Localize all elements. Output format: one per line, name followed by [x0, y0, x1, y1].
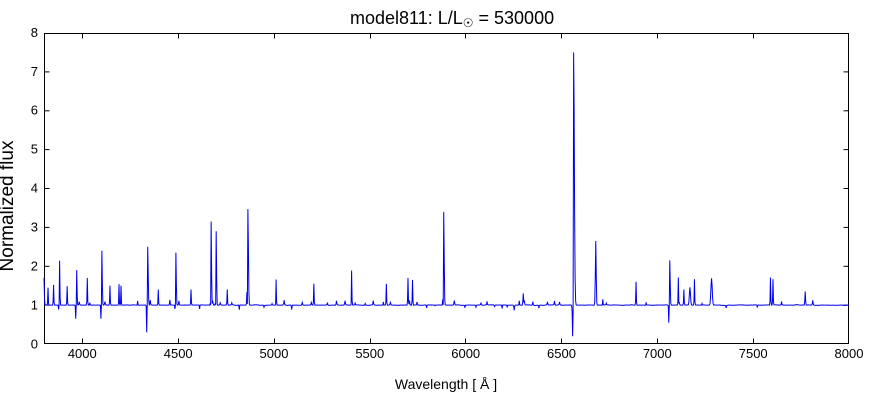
svg-text:Normalized flux: Normalized flux: [0, 140, 18, 271]
svg-text:8: 8: [31, 25, 38, 40]
svg-text:model811: L/L☉ = 530000: model811: L/L☉ = 530000: [350, 8, 554, 30]
svg-text:1: 1: [31, 298, 38, 313]
svg-text:6500: 6500: [547, 346, 576, 361]
svg-text:8000: 8000: [835, 346, 864, 361]
svg-text:5: 5: [31, 142, 38, 157]
svg-text:7000: 7000: [643, 346, 672, 361]
svg-text:7: 7: [31, 64, 38, 79]
svg-text:0: 0: [31, 337, 38, 352]
svg-text:2: 2: [31, 259, 38, 274]
svg-text:5000: 5000: [260, 346, 289, 361]
svg-text:4: 4: [31, 181, 38, 196]
svg-text:4000: 4000: [68, 346, 97, 361]
svg-text:7500: 7500: [739, 346, 768, 361]
svg-text:Wavelength [ Å ]: Wavelength [ Å ]: [395, 376, 497, 392]
svg-text:6: 6: [31, 103, 38, 118]
svg-text:5500: 5500: [355, 346, 384, 361]
svg-text:4500: 4500: [164, 346, 193, 361]
svg-text:6000: 6000: [451, 346, 480, 361]
svg-text:3: 3: [31, 220, 38, 235]
